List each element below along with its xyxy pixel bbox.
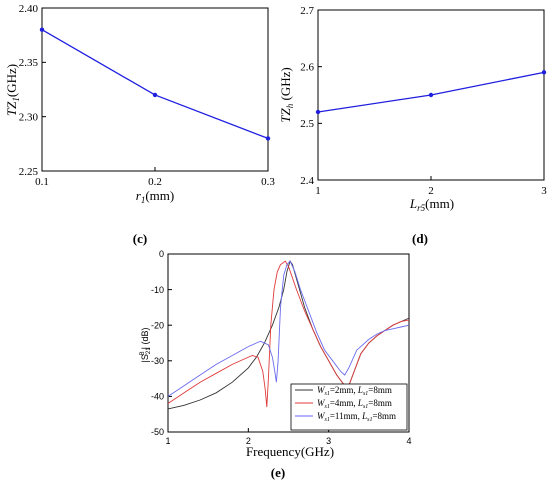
- y-tick-label: 2.7: [300, 5, 314, 17]
- y-tick-label: 2.6: [300, 62, 314, 74]
- series-line: [167, 260, 410, 408]
- plot-frame-c: [41, 7, 269, 172]
- y-axis-label-e: |S21B| (dB): [140, 328, 152, 363]
- y-tick-label: 2.30: [19, 112, 39, 124]
- chart-panel-c: 0.1 0.2 0.3 2.25 2.30 2.35 2.40 TZ1(GHz) r1(mm…: [4, 3, 275, 246]
- legend-box: [290, 383, 408, 431]
- data-point: [428, 92, 434, 98]
- x-tick-label: 0.1: [35, 176, 49, 188]
- data-point: [152, 92, 158, 98]
- x-axis-label-c: r1(mm): [136, 188, 174, 205]
- panel-label-d: (d): [412, 231, 428, 246]
- y-tick-label: 2.5: [300, 118, 314, 130]
- legend-label: Ws1=4mm, Ls1=8mm: [317, 398, 392, 410]
- data-series-c: [39, 27, 271, 141]
- y-tick-label: -20: [151, 320, 164, 330]
- y-axis-label-d: TZh (GHz): [278, 67, 295, 122]
- data-point: [541, 70, 547, 75]
- data-series-d: [315, 70, 547, 115]
- y-axis-label-c: TZ1(GHz): [4, 64, 21, 116]
- y-tick-label: 0: [159, 249, 164, 259]
- x-axis-label-e: Frequency(GHz): [246, 444, 334, 459]
- x-tick-label: 2: [246, 436, 251, 446]
- data-point: [39, 27, 45, 32]
- data-point: [265, 136, 271, 141]
- y-tick-label: -40: [151, 392, 164, 402]
- legend-label: Ws1=11mm, Ls1=8mm: [317, 411, 396, 423]
- axis-ticks-d: 1 2 3 2.4 2.5 2.6 2.7: [300, 5, 547, 197]
- axis-ticks-c: 0.1 0.2 0.3 2.25 2.30 2.35 2.40: [19, 3, 276, 188]
- chart-panel-e: 1 2 3 4 0 -10 -20 -30 -40 -50 |S21B| (dB) Frequen…: [140, 249, 412, 480]
- x-tick-label: 0.3: [261, 176, 275, 188]
- x-tick-label: 1: [165, 436, 170, 446]
- x-tick-label: 3: [541, 185, 547, 197]
- x-tick-label: 3: [326, 436, 331, 446]
- y-tick-label: -30: [151, 356, 164, 366]
- x-tick-label: 1: [315, 185, 321, 197]
- y-tick-label: 2.25: [19, 166, 39, 178]
- chart-panel-d: 1 2 3 2.4 2.5 2.6 2.7 TZh (GHz) Lr5(mm) (d): [278, 5, 547, 246]
- y-tick-label: -50: [151, 427, 164, 437]
- x-tick-label: 2: [428, 185, 434, 197]
- y-tick-label: 2.35: [19, 57, 39, 69]
- y-tick-label: 2.40: [19, 3, 39, 15]
- plot-frame-e: [167, 253, 410, 433]
- series-line: [167, 260, 410, 397]
- legend-label: Ws1=2mm, Ls1=8mm: [317, 385, 392, 397]
- axis-ticks-e: 1 2 3 4 0 -10 -20 -30 -40 -50: [151, 249, 412, 446]
- y-tick-label: 2.4: [300, 175, 314, 187]
- data-point: [315, 109, 321, 115]
- data-series-e: [167, 260, 410, 410]
- x-tick-label: 4: [406, 436, 411, 446]
- series-line: [317, 71, 545, 113]
- y-tick-label: -10: [151, 285, 164, 295]
- x-tick-label: 0.2: [148, 176, 162, 188]
- panel-label-c: (c): [133, 231, 147, 246]
- x-axis-label-d: Lr5(mm): [409, 196, 454, 213]
- series-line: [41, 29, 269, 140]
- panel-label-e: (e): [271, 465, 285, 480]
